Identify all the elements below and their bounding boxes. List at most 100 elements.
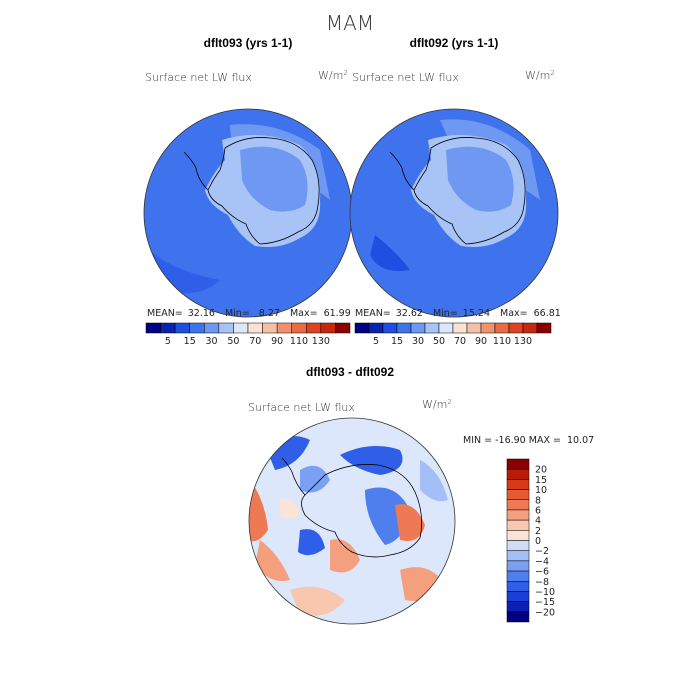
panel-right-title: dflt092 (yrs 1-1) [410,36,499,50]
colorbar-left-tick-label: 70 [249,336,261,347]
colorbar-right-swatch [382,322,398,334]
colorbar-diff-swatch [506,611,530,623]
map-diff-patch [280,499,300,519]
colorbar-diff-tick-label: −15 [535,597,555,608]
map-diff-patch [340,446,403,475]
colorbar-right-tick-label: 15 [391,336,403,347]
colorbar-diff-swatch [506,581,530,592]
colorbar-diff-swatch [506,499,530,511]
colorbar-diff-swatch [506,509,530,521]
colorbar-diff-tick-label: 10 [535,485,547,496]
panel-left-title: dflt093 (yrs 1-1) [204,36,293,50]
colorbar-right-swatch [480,322,496,334]
panel-right: dflt092 (yrs 1-1) Surface net LW flux W/… [349,36,561,347]
map-diff-patch [395,504,425,541]
colorbar-right-swatch [424,322,440,334]
colorbar-right-swatch [410,322,426,334]
colorbar-right-swatch [536,322,552,334]
colorbar-diff-swatch [506,458,530,470]
colorbar-diff-swatch [506,550,530,562]
colorbar-left-swatch [189,322,205,334]
map-diff-patch [330,539,360,573]
panel-right-units: W/m2 [525,69,555,82]
map-right-border [349,108,559,318]
colorbar-left-tick-label: 5 [165,336,171,347]
map-diff-patch [255,540,290,581]
colorbar-diff-swatch [506,560,530,572]
panel-left-units: W/m2 [318,69,348,82]
colorbar-right-tick-label: 30 [412,336,424,347]
colorbar-diff-swatch [506,540,530,551]
colorbar-diff-tick-label: 15 [535,475,547,486]
panel-left-field: Surface net LW flux [145,71,252,84]
colorbar-left: 5 15 30 50 70 90 110 130 [145,322,351,347]
colorbar-left-swatch [247,322,263,334]
colorbar-right-swatch [494,322,510,334]
map-right-peninsula [389,151,415,191]
panel-diff: dflt093 - dflt092 Surface net LW flux W/… [248,365,594,625]
colorbar-right-swatch [354,322,370,334]
colorbar-diff-tick-label: 2 [535,526,541,537]
map-diff-border [248,417,456,625]
panel-right-stats: MEAN= 32.62 Min= 15.24 Max= 66.81 [355,308,561,319]
colorbar-diff-tick-label: −6 [535,567,549,578]
colorbar-right-swatch [438,322,454,334]
colorbar-right-swatch [508,322,524,334]
map-diff-patch [300,465,330,493]
map-diff-patch [298,529,325,556]
colorbar-right-tick-label: 70 [454,336,466,347]
map-diff-patch [290,586,345,616]
colorbar-diff-swatch [506,489,530,500]
colorbar-left-swatch [262,322,278,334]
colorbar-diff-swatch [506,519,530,531]
panel-diff-stats: MIN = -16.90 MAX = 10.07 [463,435,594,446]
panel-diff-units: W/m2 [422,398,452,411]
colorbar-left-tick-label: 30 [206,336,218,347]
colorbar-left-swatch [174,322,190,334]
map-right-coastline [413,137,526,245]
map-diff-coastline [301,464,423,558]
colorbar-right-tick-label: 110 [493,336,511,347]
colorbar-left-tick-label: 130 [312,336,330,347]
colorbar-right-tick-label: 130 [514,336,532,347]
map-diff-patch [420,460,448,502]
colorbar-left-swatch [320,322,336,334]
colorbar-left-swatch [276,322,292,334]
colorbar-diff-swatch [506,570,530,582]
colorbar-left-swatch [160,322,176,334]
colorbar-right-swatch [396,322,412,334]
colorbar-left-tick-label: 90 [271,336,283,347]
colorbar-left-swatch [335,322,351,334]
colorbar-right-swatch [368,322,384,334]
colorbar-left-tick-label: 50 [227,336,239,347]
colorbar-diff-tick-label: 4 [535,516,541,527]
colorbar-diff-tick-label: 8 [535,495,541,506]
colorbar-left-swatch [233,322,249,334]
panel-diff-title: dflt093 - dflt092 [306,365,394,379]
colorbar-diff-tick-label: −2 [535,546,549,557]
colorbar-diff-swatch [506,530,530,541]
colorbar-diff-tick-label: −20 [535,607,555,618]
colorbar-diff-swatch [506,468,530,480]
main-title: MAM [326,11,374,35]
colorbar-diff-tick-label: 20 [535,465,547,476]
panel-diff-field: Surface net LW flux [248,401,355,414]
colorbar-right-tick-label: 90 [475,336,487,347]
panel-left-stats: MEAN= 32.16 Min= 8.27 Max= 61.99 [147,308,351,319]
colorbar-right-swatch [522,322,538,334]
map-left-continent-interior [240,146,308,212]
colorbar-right-tick-label: 5 [373,336,379,347]
colorbar-diff-tick-label: −4 [535,556,549,567]
colorbar-diff-tick-label: 6 [535,505,541,516]
colorbar-diff-swatch [506,601,530,613]
panel-right-field: Surface net LW flux [352,71,459,84]
colorbar-diff-tick-label: −8 [535,577,549,588]
colorbar-left-tick-label: 110 [290,336,308,347]
colorbar-left-swatch [291,322,307,334]
colorbar-right-swatch [466,322,482,334]
colorbar-left-swatch [204,322,220,334]
map-right-patch [370,235,410,271]
map-right-continent-interior [446,146,514,212]
